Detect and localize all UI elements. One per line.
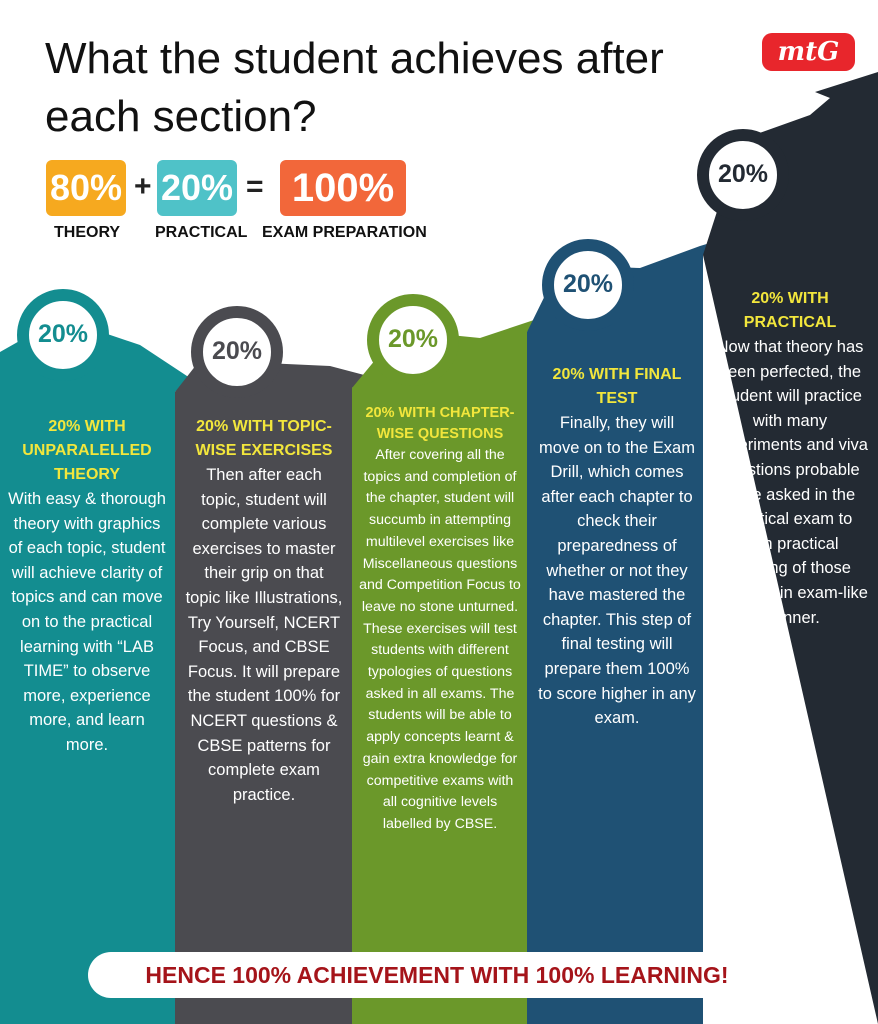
formula-label: PRACTICAL [155,224,248,241]
column-heading: 20% WITH UNPARALELLED THEORY [22,418,152,483]
formula-value: 20% [157,160,237,216]
badge-ring [542,239,634,331]
operator: + [134,170,152,203]
formula-label: EXAM PREPARATION [262,224,427,241]
operator: = [246,170,264,203]
column-shape [352,318,540,1024]
footer-banner: HENCE 100% ACHIEVEMENT WITH 100% LEARNIN… [88,952,786,998]
badge-ring [17,289,109,381]
column-text: 20% WITH TOPIC-WISE EXERCISES Then after… [185,415,343,807]
column-heading: 20% WITH FINAL TEST [552,366,682,407]
column-text: 20% WITH FINAL TEST Finally, they will m… [538,363,696,731]
column-shape [527,240,720,1024]
column-text: 20% WITH UNPARALELLED THEORY With easy &… [6,415,168,758]
badge-ring [191,306,283,398]
column-shape [703,72,878,1024]
column-body: Now that theory has been perfected, the … [712,338,868,627]
column-body: Finally, they will move on to the Exam D… [538,414,696,728]
formula-label: THEORY [54,224,121,241]
badge-ring [697,129,789,221]
column-heading: 20% WITH PRACTICAL [743,290,837,331]
column-body: Then after each topic, student will comp… [185,466,343,804]
column-shape [175,360,368,1024]
title: What the student achieves after each sec… [45,34,664,141]
column-text: 20% WITH CHAPTER-WISE QUESTIONS After co… [358,403,522,836]
formula-value: 80% [46,160,126,216]
badge-percent: 20% [37,320,89,348]
column-heading: 20% WITH CHAPTER-WISE QUESTIONS [365,405,515,442]
badge-percent: 20% [717,160,769,188]
column-body: After covering all the topics and comple… [359,447,521,832]
badge-percent: 20% [562,270,614,298]
badge-percent: 20% [387,325,439,353]
column-heading: 20% WITH TOPIC-WISE EXERCISES [195,418,333,459]
formula-value: 100% [280,160,406,216]
column-shape [0,318,190,1024]
column-body: With easy & thorough theory with graphic… [8,490,166,754]
badge-ring [367,294,459,386]
column-text: 20% WITH PRACTICAL Now that theory has b… [712,287,868,630]
logo: mtG [762,33,855,71]
badge-percent: 20% [211,337,263,365]
